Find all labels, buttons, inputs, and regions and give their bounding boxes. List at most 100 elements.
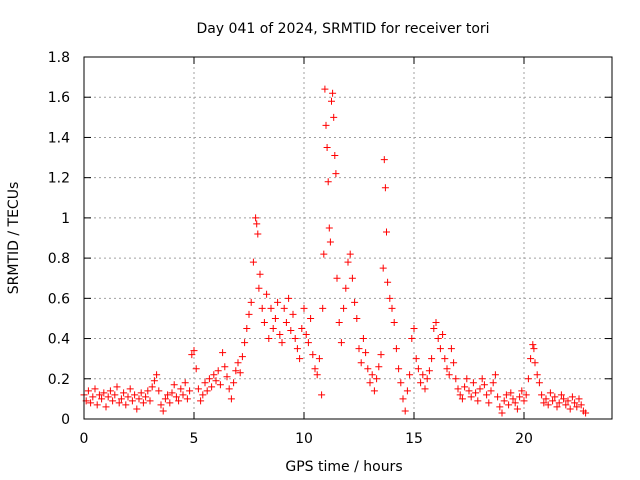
data-point	[342, 284, 350, 292]
data-point	[507, 389, 515, 397]
data-point	[302, 331, 310, 339]
data-point	[364, 365, 372, 373]
data-point	[128, 397, 136, 405]
data-point	[527, 355, 535, 363]
data-point	[478, 375, 486, 383]
data-point	[210, 371, 218, 379]
data-point	[252, 214, 260, 222]
data-point	[483, 391, 491, 399]
x-tick-label: 0	[80, 431, 89, 447]
data-point	[282, 318, 290, 326]
data-point	[467, 393, 475, 401]
data-point	[304, 339, 312, 347]
y-tick-label: 0.6	[48, 291, 70, 307]
data-point	[135, 395, 143, 403]
data-point	[502, 391, 510, 399]
data-point	[164, 391, 172, 399]
data-point	[258, 304, 266, 312]
y-tick-label: 1.8	[48, 50, 70, 66]
data-point	[102, 403, 110, 411]
x-tick-label: 20	[515, 431, 533, 447]
data-point	[454, 385, 462, 393]
data-point	[348, 274, 356, 282]
data-point	[106, 387, 114, 395]
data-point	[190, 347, 198, 355]
data-point	[93, 401, 101, 409]
data-point	[390, 318, 398, 326]
data-point	[329, 89, 337, 97]
data-point	[406, 371, 414, 379]
data-point	[208, 383, 216, 391]
data-point	[474, 397, 482, 405]
data-point	[530, 345, 538, 353]
data-point	[384, 278, 392, 286]
data-point	[201, 379, 209, 387]
data-point	[549, 397, 557, 405]
data-point	[566, 405, 574, 413]
data-point	[582, 409, 590, 417]
data-point	[247, 298, 255, 306]
data-point	[120, 389, 128, 397]
data-point	[397, 379, 405, 387]
data-point	[241, 339, 249, 347]
data-point	[373, 375, 381, 383]
data-point	[546, 389, 554, 397]
data-point	[153, 371, 161, 379]
data-point	[203, 387, 211, 395]
data-point	[236, 369, 244, 377]
data-point	[87, 399, 95, 407]
y-tick-label: 1.2	[48, 171, 70, 187]
tick-labels: 0 5 10 15 20 0 0.2 0.4 0.6 0.8 1 1.2 1.4 1.6 1.8	[48, 50, 533, 447]
data-point	[443, 365, 451, 373]
data-point	[159, 407, 167, 415]
data-point	[311, 365, 319, 373]
data-point	[142, 393, 150, 401]
chart-title: Day 041 of 2024, SRMTID for receiver tor…	[196, 21, 489, 37]
data-point	[524, 375, 532, 383]
data-point	[117, 395, 125, 403]
data-point	[434, 335, 442, 343]
data-point	[388, 304, 396, 312]
data-point	[351, 298, 359, 306]
data-point	[577, 401, 585, 409]
data-point	[489, 379, 497, 387]
data-point	[249, 258, 257, 266]
data-point	[223, 373, 231, 381]
data-point	[463, 375, 471, 383]
data-point	[280, 304, 288, 312]
data-point	[155, 387, 163, 395]
data-point	[344, 258, 352, 266]
data-point	[472, 389, 480, 397]
data-point	[498, 409, 506, 417]
data-point	[428, 355, 436, 363]
data-point	[260, 318, 268, 326]
data-point	[509, 395, 517, 403]
data-point	[447, 345, 455, 353]
data-point	[516, 393, 524, 401]
data-point	[392, 345, 400, 353]
data-point	[370, 387, 378, 395]
data-point	[293, 345, 301, 353]
data-point	[557, 391, 565, 399]
data-point	[414, 365, 422, 373]
data-point	[326, 238, 334, 246]
data-point	[322, 121, 330, 129]
data-point	[505, 401, 513, 409]
data-point	[157, 401, 165, 409]
data-point	[276, 331, 284, 339]
data-point	[544, 401, 552, 409]
x-axis-label: GPS time / hours	[285, 459, 402, 475]
data-point	[494, 393, 502, 401]
data-point	[113, 383, 121, 391]
y-tick-label: 1.4	[48, 130, 70, 146]
data-point	[368, 371, 376, 379]
data-point	[319, 304, 327, 312]
data-point	[296, 355, 304, 363]
data-points	[80, 85, 590, 417]
data-point	[320, 250, 328, 258]
data-point	[245, 310, 253, 318]
data-point	[538, 391, 546, 399]
data-point	[199, 391, 207, 399]
data-point	[450, 359, 458, 367]
